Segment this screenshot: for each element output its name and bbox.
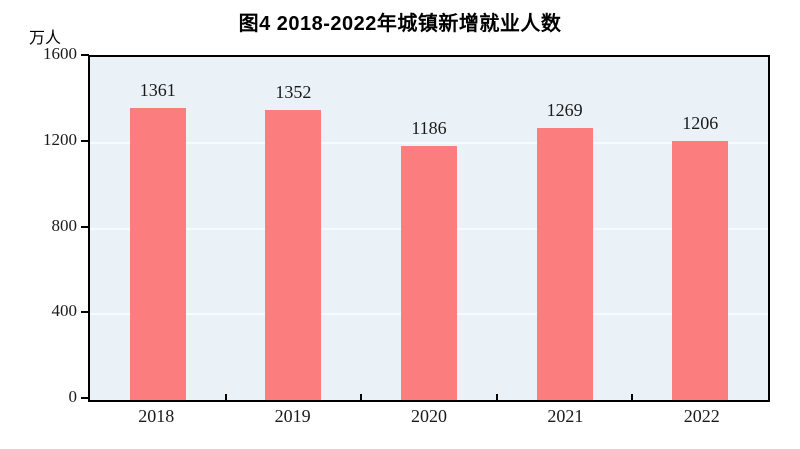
y-axis-label-800: 800 bbox=[51, 215, 78, 235]
bar-value-label-2022: 1206 bbox=[682, 113, 719, 134]
bar-value-label-2019: 1352 bbox=[275, 82, 312, 103]
y-axis-tick bbox=[81, 139, 89, 142]
bar-value-label-2018: 1361 bbox=[139, 80, 176, 101]
x-axis-label-2020: 2020 bbox=[411, 406, 447, 426]
x-axis-tick bbox=[631, 394, 634, 400]
bar-2019 bbox=[265, 110, 322, 400]
bar-2021 bbox=[536, 127, 593, 400]
y-axis-tick bbox=[81, 225, 89, 228]
x-axis-label-2019: 2019 bbox=[274, 406, 311, 426]
bar-value-label-2021: 1269 bbox=[546, 99, 583, 120]
y-axis-label-0: 0 bbox=[68, 387, 78, 406]
y-axis-tick bbox=[81, 311, 89, 314]
y-axis-label-400: 400 bbox=[51, 301, 78, 321]
y-axis-tick bbox=[81, 54, 89, 56]
x-axis-label-2022: 2022 bbox=[683, 406, 720, 426]
x-axis-tick bbox=[360, 394, 363, 400]
y-axis-label-1600: 1600 bbox=[43, 44, 77, 63]
bar-2018 bbox=[129, 108, 186, 400]
bar-value-label-2020: 1186 bbox=[411, 117, 447, 138]
x-axis-tick bbox=[495, 394, 498, 400]
y-axis-label-1200: 1200 bbox=[43, 129, 77, 149]
chart-title: 图4 2018-2022年城镇新增就业人数 bbox=[238, 13, 562, 35]
x-axis-tick bbox=[224, 394, 227, 400]
y-axis-tick bbox=[81, 397, 89, 399]
gridline-1200 bbox=[90, 141, 768, 144]
bar-2022 bbox=[672, 141, 729, 400]
x-axis-label-2018: 2018 bbox=[138, 406, 175, 426]
x-axis-label-2021: 2021 bbox=[547, 406, 584, 426]
plot-area: 1361 1352 1186 1269 1206 bbox=[88, 55, 770, 402]
bar-2020 bbox=[401, 145, 457, 400]
y-axis-unit-label: 万人 bbox=[29, 30, 62, 47]
